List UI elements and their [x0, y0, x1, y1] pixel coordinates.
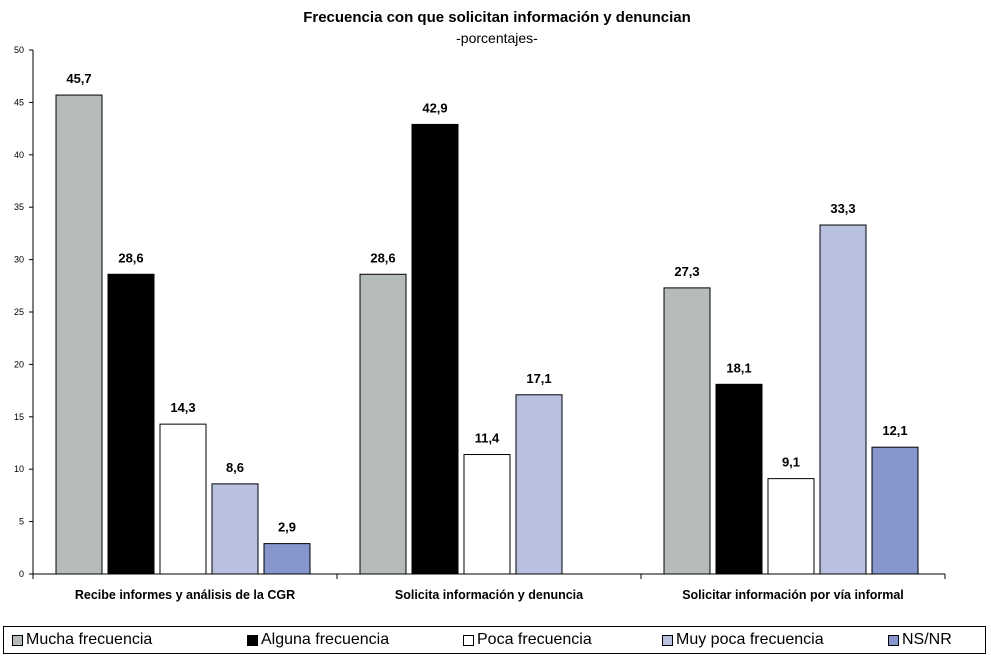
bar [211, 483, 259, 575]
x-tick-label: Recibe informes y análisis de la CGR [75, 588, 295, 602]
legend-item-mucha-frecuencia: Mucha frecuencia [12, 631, 152, 649]
x-tick-label: Solicita información y denuncia [395, 588, 584, 602]
bar [767, 478, 815, 575]
bar [359, 273, 407, 575]
legend-swatch [662, 634, 673, 646]
bar [463, 454, 511, 575]
y-tick-label: 40 [14, 150, 24, 160]
data-labels-group: 45,7 28,6 14,3 8,6 2,9 28,6 42,9 11,4 17,1 27,3 18… [66, 71, 907, 535]
data-label: 11,4 [475, 431, 500, 446]
legend-label: Alguna frecuencia [261, 631, 390, 648]
y-tick-label: 35 [14, 202, 24, 212]
legend-item-muy-poca-frecuencia: Muy poca frecuencia [662, 631, 824, 649]
legend-label: NS/NR [902, 631, 952, 648]
chart-title: Frecuencia con que solicitan información… [303, 9, 691, 26]
bar [715, 383, 763, 575]
y-tick-label: 25 [14, 307, 24, 317]
legend-swatch [247, 634, 258, 646]
legend-label: Muy poca frecuencia [676, 631, 824, 648]
y-tick-label: 20 [14, 359, 24, 369]
y-tick-label: 10 [14, 464, 24, 474]
y-tick-label: 30 [14, 255, 24, 265]
data-label: 17,1 [526, 371, 551, 386]
y-tick-label: 50 [14, 45, 24, 55]
y-tick-label: 5 [19, 517, 24, 527]
data-label: 28,6 [370, 250, 395, 265]
bar [871, 446, 919, 575]
legend-item-poca-frecuencia: Poca frecuencia [463, 631, 592, 649]
bar [515, 394, 563, 575]
data-label: 33,3 [830, 201, 855, 216]
y-tick-label: 15 [14, 412, 24, 422]
y-tick-label: 45 [14, 97, 24, 107]
data-label: 27,3 [674, 264, 699, 279]
bar-chart: Frecuencia con que solicitan información… [14, 9, 946, 602]
chart-subtitle: -porcentajes- [456, 30, 538, 46]
bar [159, 423, 207, 575]
data-label: 28,6 [118, 250, 143, 265]
legend-swatch [463, 634, 474, 646]
data-label: 18,1 [726, 360, 751, 375]
bar [107, 273, 155, 575]
bars-group [55, 94, 919, 575]
legend-label: Mucha frecuencia [26, 631, 153, 648]
legend-swatch [888, 634, 899, 646]
bar [263, 543, 311, 575]
data-label: 2,9 [278, 520, 296, 535]
legend-label: Poca frecuencia [477, 631, 592, 648]
legend-swatch [12, 634, 23, 646]
bar [819, 224, 867, 575]
data-label: 42,9 [422, 100, 447, 115]
legend: Mucha frecuencia Alguna frecuencia Poca … [3, 626, 986, 654]
legend-item-ns-nr: NS/NR [888, 631, 952, 649]
data-label: 9,1 [782, 455, 800, 470]
bar [663, 287, 711, 575]
y-tick-label: 0 [19, 569, 24, 579]
data-label: 8,6 [226, 460, 244, 475]
data-label: 45,7 [66, 71, 91, 86]
data-label: 14,3 [170, 400, 195, 415]
axes: 0 5 10 15 20 25 30 35 40 45 50 Recibe informes y an… [14, 45, 946, 602]
legend-item-alguna-frecuencia: Alguna frecuencia [247, 631, 389, 649]
data-label: 12,1 [882, 423, 907, 438]
bar [55, 94, 103, 575]
bar [411, 123, 459, 575]
x-tick-label: Solicitar información por vía informal [682, 588, 904, 602]
